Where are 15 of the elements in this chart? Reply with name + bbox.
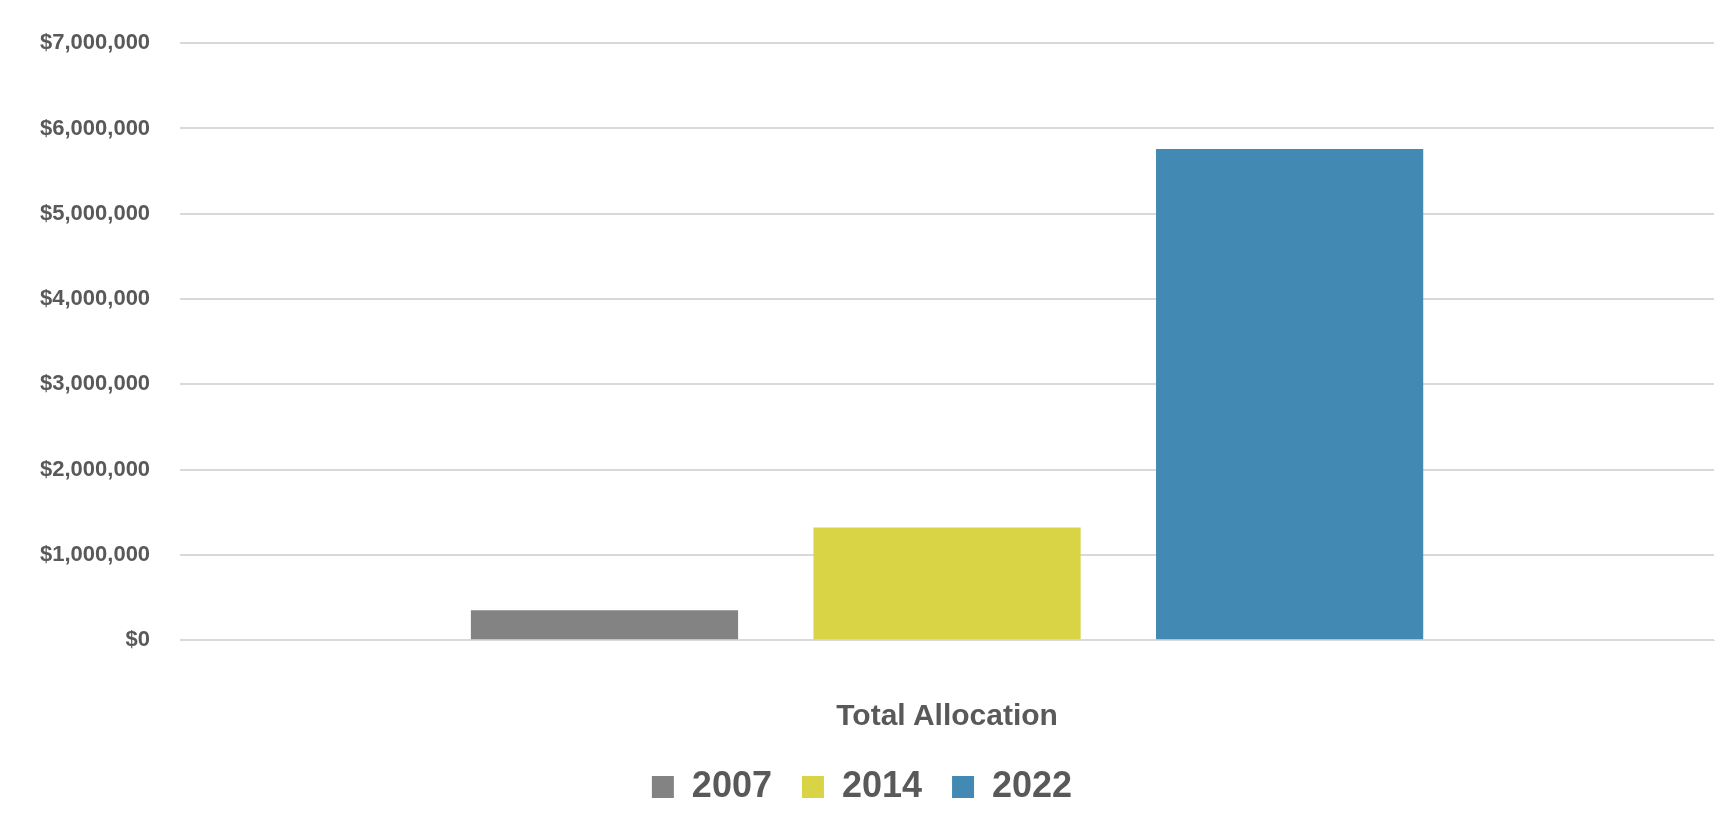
y-tick-label: $5,000,000 (40, 199, 151, 225)
y-tick-label: $3,000,000 (40, 370, 151, 396)
legend-label: 2022 (992, 763, 1073, 805)
x-axis-title: Total Allocation (836, 698, 1058, 732)
y-tick-label: $6,000,000 (40, 114, 151, 140)
legend-label: 2007 (691, 763, 772, 805)
y-tick-label: $0 (125, 626, 151, 652)
bar (813, 527, 1081, 640)
y-tick-label: $2,000,000 (40, 455, 151, 481)
legend-label: 2014 (841, 763, 923, 805)
bar (470, 610, 739, 640)
bar (1156, 148, 1424, 640)
y-tick-label: $7,000,000 (40, 29, 151, 55)
y-tick-label: $1,000,000 (40, 540, 151, 566)
y-tick-label: $4,000,000 (40, 285, 151, 311)
